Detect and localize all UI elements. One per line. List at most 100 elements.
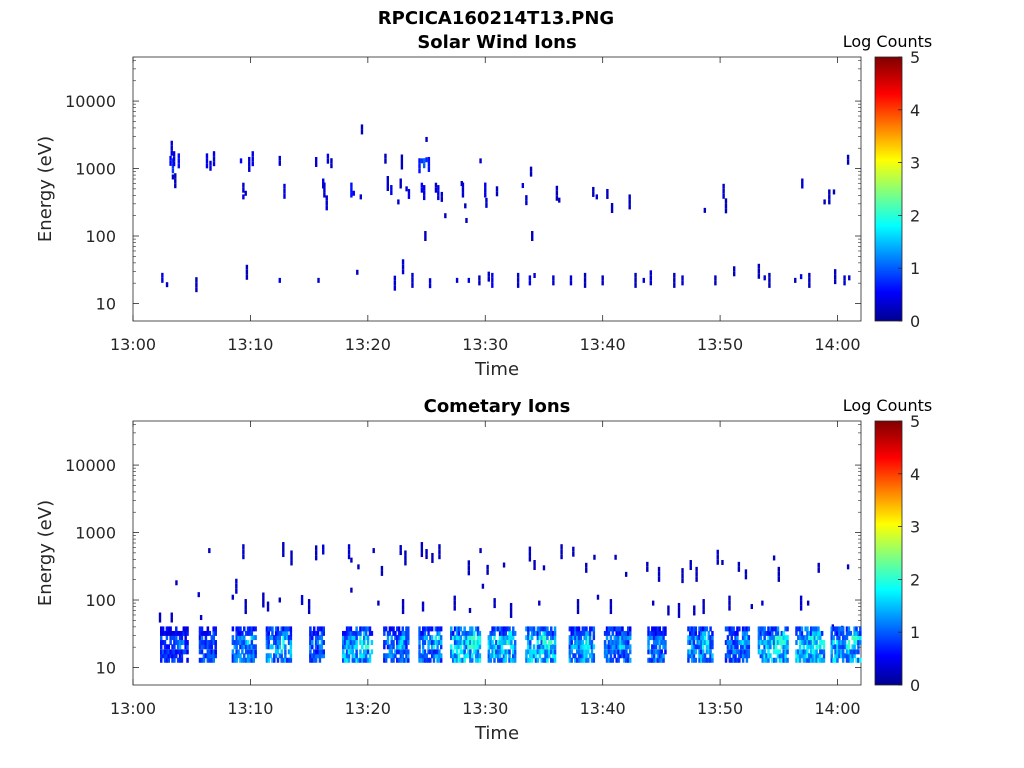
- burst-cell: [316, 640, 320, 645]
- data-cell: [282, 547, 285, 553]
- burst-cell: [830, 640, 833, 645]
- data-cell: [266, 601, 270, 607]
- data-cell: [262, 592, 265, 598]
- burst-cell: [349, 635, 353, 641]
- burst-cell: [362, 653, 366, 659]
- burst-cell: [351, 653, 355, 659]
- burst-cell: [527, 630, 530, 636]
- burst-cell: [173, 644, 176, 650]
- burst-cell: [465, 653, 468, 659]
- burst-cell: [180, 653, 184, 659]
- burst-cell: [544, 630, 547, 636]
- burst-cell: [759, 653, 763, 659]
- burst-cell: [161, 630, 165, 636]
- burst-cell: [577, 635, 581, 641]
- data-cell: [440, 196, 444, 202]
- burst-cell: [625, 635, 628, 641]
- burst-cell: [451, 635, 455, 641]
- burst-cell: [765, 640, 768, 645]
- burst-cell: [551, 653, 555, 659]
- data-cell: [423, 190, 426, 196]
- burst-cell: [252, 657, 255, 663]
- burst-cell: [711, 653, 714, 659]
- burst-cell: [619, 649, 622, 655]
- burst-cell: [250, 640, 254, 645]
- data-cell: [421, 606, 425, 612]
- burst-cell: [623, 649, 626, 655]
- burst-cell: [780, 644, 784, 650]
- y-axis-title: Energy (eV): [35, 500, 56, 606]
- burst-cell: [627, 630, 630, 636]
- burst-cell: [577, 630, 581, 636]
- burst-cell: [171, 657, 174, 663]
- burst-cell: [252, 635, 255, 641]
- burst-cell: [471, 626, 474, 632]
- x-tick-label: 13:50: [697, 335, 743, 354]
- data-cell: [555, 185, 559, 191]
- burst-cell: [530, 649, 534, 655]
- burst-cell: [692, 626, 696, 632]
- burst-cell: [859, 657, 862, 663]
- data-cell: [401, 599, 405, 605]
- data-cell: [768, 277, 771, 283]
- burst-cell: [811, 644, 815, 650]
- burst-cell: [763, 644, 766, 650]
- burst-cell: [528, 657, 532, 663]
- burst-cell: [747, 644, 751, 650]
- burst-cell: [546, 644, 549, 650]
- burst-cell: [615, 635, 618, 641]
- burst-cell: [206, 626, 210, 632]
- data-cell: [171, 174, 175, 180]
- burst-cell: [423, 649, 427, 655]
- burst-cell: [855, 649, 858, 655]
- burst-cell: [525, 635, 528, 641]
- data-cell: [245, 269, 249, 275]
- burst-cell: [694, 635, 698, 641]
- burst-cell: [763, 657, 766, 663]
- data-cell: [677, 602, 681, 608]
- y-tick-label: 10: [96, 658, 116, 677]
- burst-cell: [184, 640, 187, 645]
- burst-cell: [383, 644, 386, 650]
- burst-cell: [403, 657, 406, 663]
- data-cell: [251, 161, 254, 167]
- burst-cell: [782, 640, 785, 645]
- burst-cell: [527, 657, 530, 663]
- data-cell: [172, 156, 176, 162]
- data-cell: [170, 150, 173, 156]
- burst-cell: [574, 640, 577, 645]
- burst-cell: [841, 657, 845, 663]
- data-cell: [555, 195, 559, 201]
- burst-cell: [430, 644, 434, 650]
- burst-cell: [813, 657, 817, 663]
- burst-cell: [658, 644, 662, 650]
- burst-cell: [390, 635, 393, 641]
- burst-cell: [163, 653, 167, 659]
- burst-cell: [857, 635, 860, 641]
- burst-cell: [738, 653, 741, 659]
- burst-cell: [345, 626, 349, 632]
- burst-cell: [651, 626, 654, 632]
- burst-cell: [570, 644, 573, 650]
- burst-cell: [830, 653, 833, 659]
- burst-cell: [495, 653, 498, 659]
- burst-cell: [809, 626, 813, 632]
- data-cell: [209, 160, 212, 166]
- burst-cell: [730, 626, 733, 632]
- burst-cell: [538, 630, 542, 636]
- data-cell: [407, 188, 411, 194]
- burst-cell: [267, 630, 270, 636]
- burst-cell: [664, 649, 667, 655]
- burst-cell: [351, 635, 355, 641]
- burst-cell: [322, 640, 325, 645]
- burst-cell: [512, 635, 515, 641]
- burst-cell: [542, 635, 545, 641]
- burst-cell: [212, 653, 216, 659]
- colorbar-tick-label: 0: [910, 312, 920, 331]
- burst-cell: [585, 630, 588, 636]
- burst-cell: [180, 649, 184, 655]
- burst-cell: [423, 630, 427, 636]
- burst-cell: [540, 635, 543, 641]
- burst-cell: [583, 649, 586, 655]
- burst-cell: [239, 657, 242, 663]
